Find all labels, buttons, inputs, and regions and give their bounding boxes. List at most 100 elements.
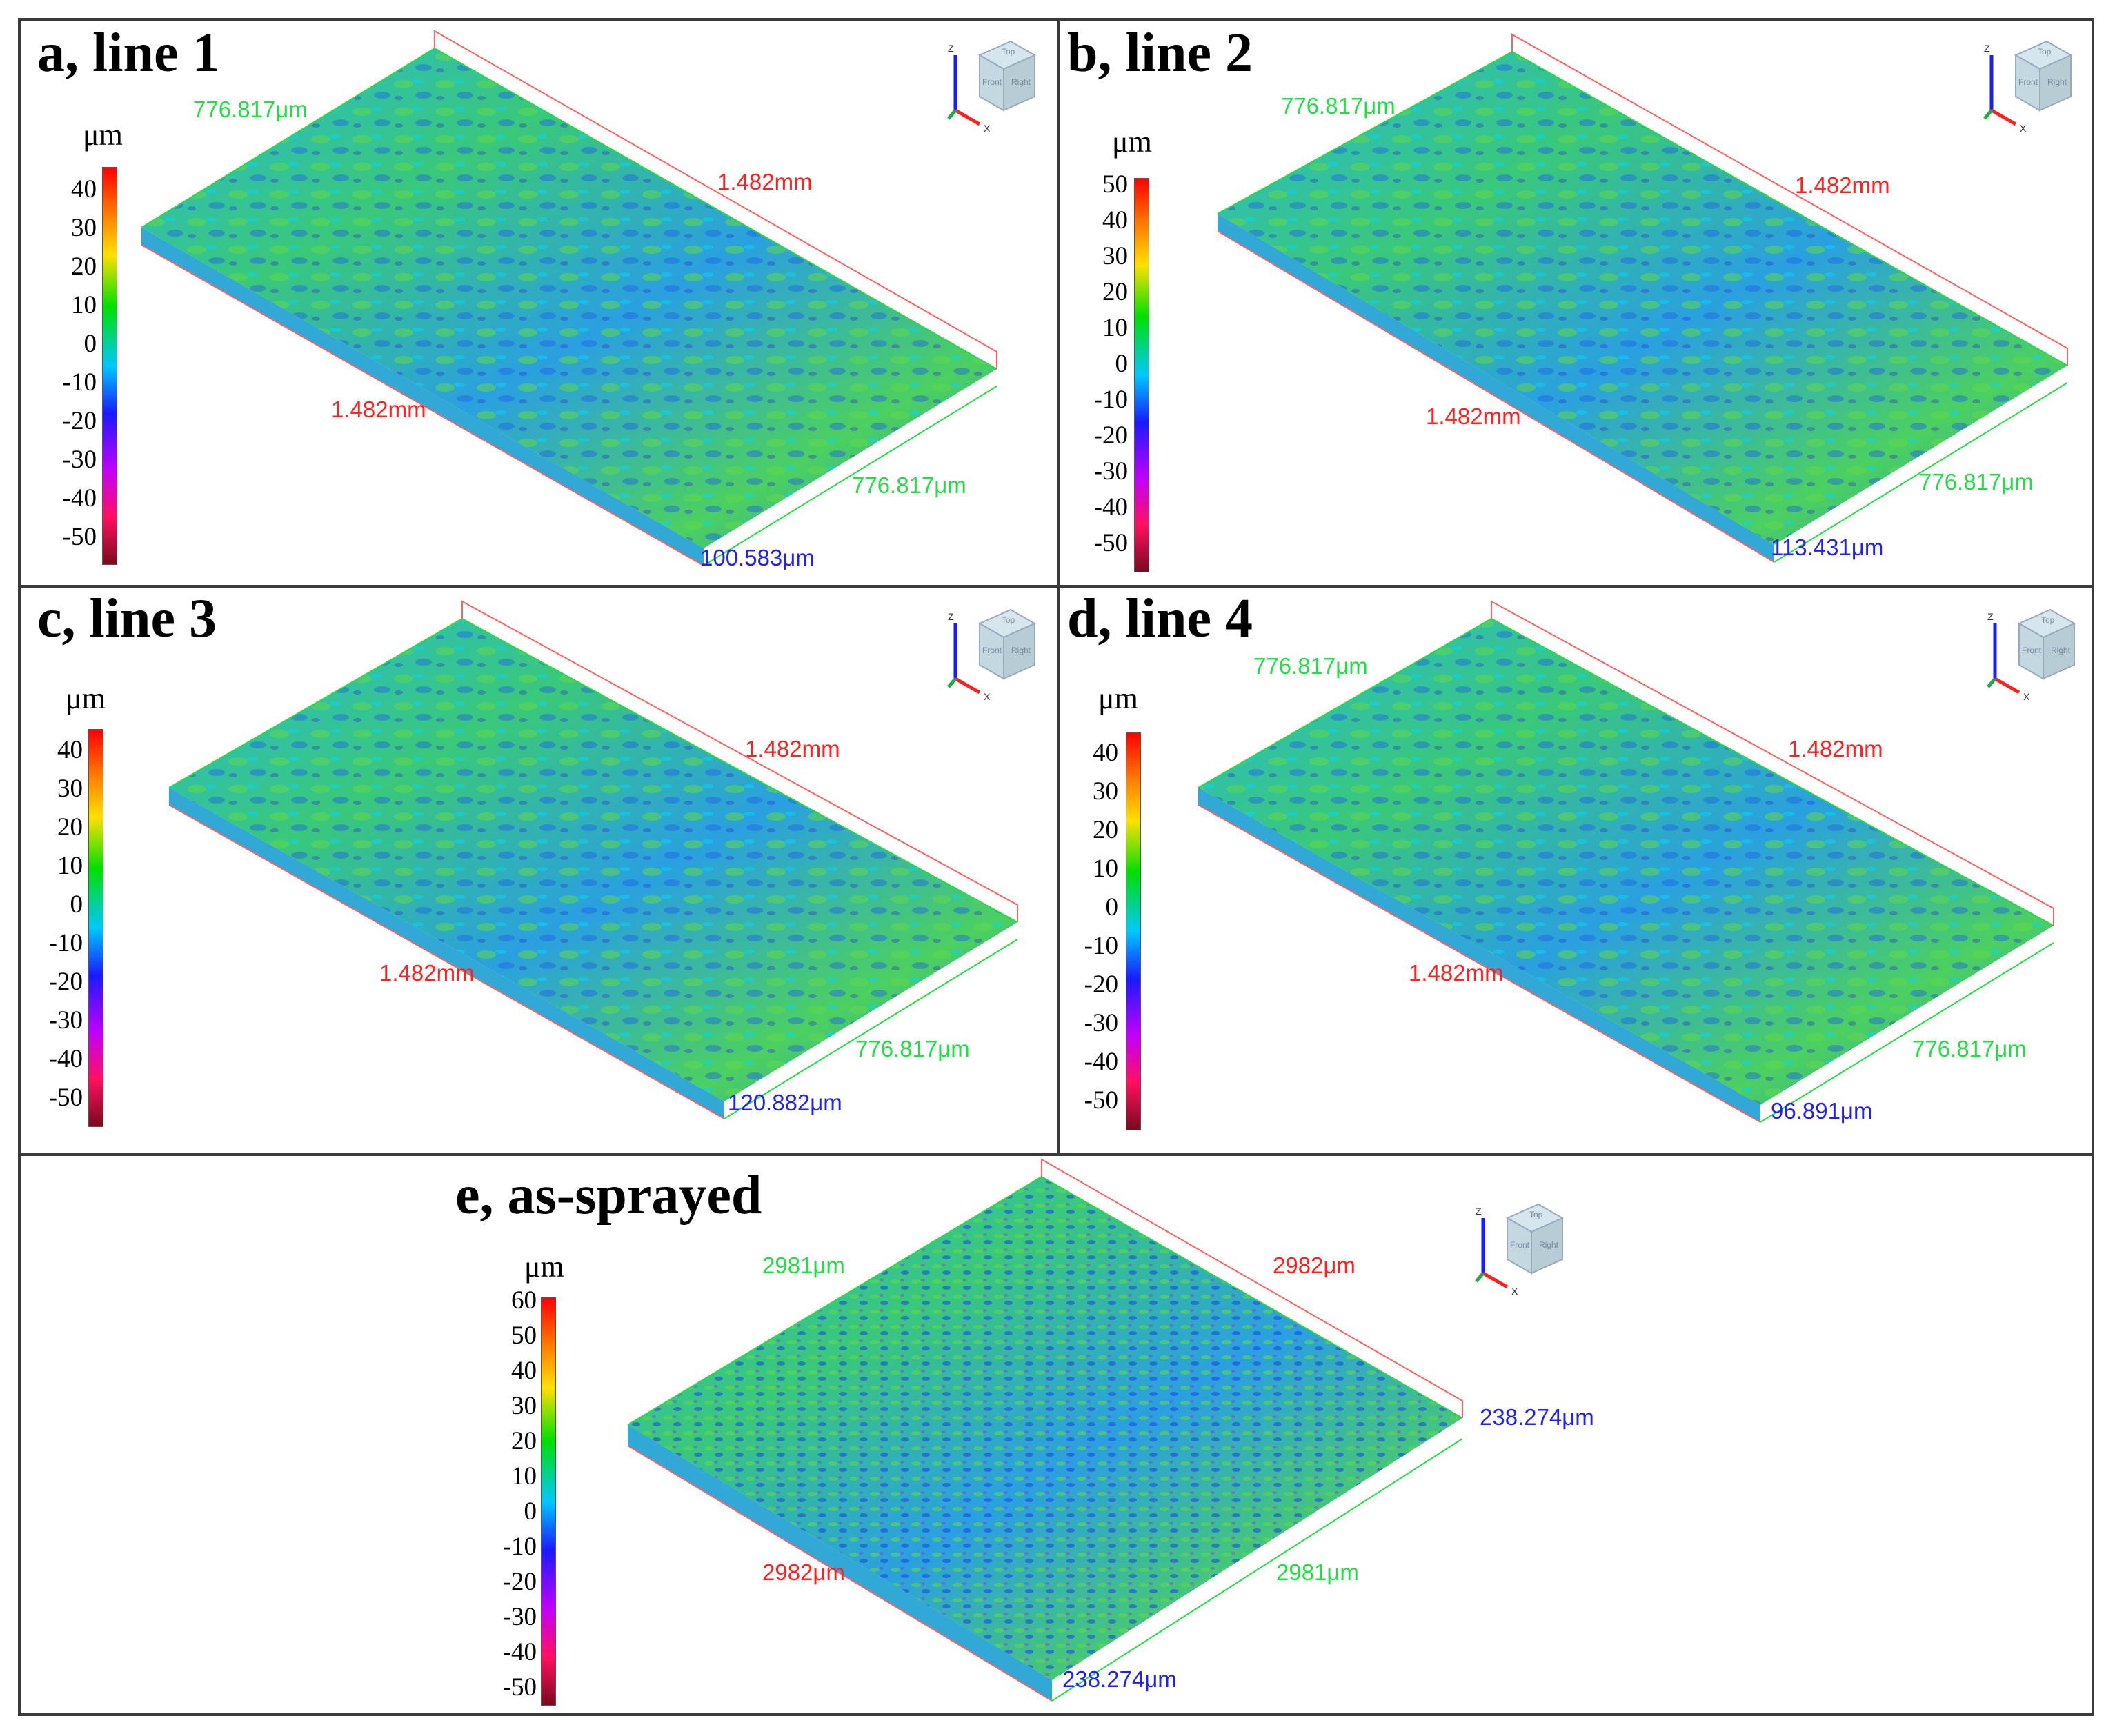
surface-front-edge bbox=[169, 788, 724, 1119]
axis-label-z: Z bbox=[1476, 1206, 1482, 1217]
dim-top-green: 2981μm bbox=[762, 1253, 845, 1278]
dim-front-red: 1.482mm bbox=[379, 960, 475, 986]
colorbar-tick-label: 60 bbox=[511, 1286, 537, 1315]
dim-right-green: 776.817μm bbox=[855, 1036, 970, 1061]
cube-face-top: Top bbox=[2038, 47, 2052, 57]
colorbar-tick-label: 40 bbox=[1102, 206, 1128, 235]
cube-face-front: Front bbox=[982, 646, 1002, 655]
surface-3d bbox=[141, 30, 997, 566]
dim-top-red: 1.482mm bbox=[1788, 736, 1883, 761]
colorbar-tick-label: -10 bbox=[48, 929, 83, 957]
colorbar-tick-label: -30 bbox=[502, 1603, 537, 1631]
colorbar-tick-label: 40 bbox=[1093, 739, 1118, 767]
surface-3d bbox=[168, 600, 1018, 1119]
panel-label: a, line 1 bbox=[37, 23, 220, 83]
colorbar-tick-label: -40 bbox=[502, 1638, 537, 1666]
cube-face-right: Right bbox=[2047, 77, 2067, 87]
cube-face-front: Front bbox=[2022, 646, 2042, 655]
cube-face-top: Top bbox=[2041, 615, 2055, 625]
cube-face-top: Top bbox=[1002, 47, 1015, 57]
axis-label-x: X bbox=[1511, 1286, 1518, 1297]
colorbar-tick-label: -10 bbox=[502, 1533, 537, 1561]
dim-height-blue: 120.882μm bbox=[728, 1090, 842, 1115]
colorbar-tick-label: -50 bbox=[1093, 529, 1128, 557]
cube-face-right: Right bbox=[1539, 1240, 1559, 1250]
dim-top-red: 2982μm bbox=[1273, 1253, 1356, 1278]
colorbar-tick-label: 40 bbox=[57, 736, 83, 764]
dim-top-green: 776.817μm bbox=[1253, 653, 1368, 679]
colorbar-tick-label: 0 bbox=[70, 890, 83, 919]
colorbar-tick-label: -30 bbox=[1093, 457, 1128, 486]
axis-label-z: Z bbox=[948, 43, 954, 54]
colorbar-tick-label: -30 bbox=[1084, 1009, 1118, 1037]
dim-height-blue-bottom: 238.274μm bbox=[1062, 1666, 1177, 1692]
dim-front-red: 1.482mm bbox=[331, 397, 426, 422]
colorbar-tick-label: 40 bbox=[511, 1357, 537, 1385]
dim-top-red: 1.482mm bbox=[1795, 172, 1890, 198]
axis-label-x: X bbox=[2023, 691, 2030, 702]
surface-front-edge bbox=[1198, 788, 1760, 1122]
cube-face-right: Right bbox=[1011, 77, 1031, 87]
colorbar-tick-label: -40 bbox=[62, 484, 97, 512]
surface-3d bbox=[627, 1158, 1463, 1702]
dim-front-red: 1.482mm bbox=[1409, 960, 1504, 986]
dim-height-blue: 113.431μm bbox=[1771, 535, 1884, 560]
colorbar-tick-label: 20 bbox=[71, 252, 97, 281]
cube-face-front: Front bbox=[982, 77, 1002, 87]
colorbar bbox=[88, 729, 103, 1127]
divider-horizontal-2 bbox=[18, 1153, 2094, 1156]
panel-label: d, line 4 bbox=[1067, 588, 1253, 649]
colorbar-tick-label: -20 bbox=[62, 407, 97, 435]
colorbar-tick-label: 0 bbox=[1105, 893, 1119, 921]
colorbar-tick-label: -40 bbox=[1084, 1048, 1118, 1076]
colorbar-tick-label: -50 bbox=[502, 1673, 537, 1702]
colorbar-unit: μm bbox=[83, 118, 123, 152]
axis-label-x: X bbox=[984, 123, 991, 134]
cube-face-top: Top bbox=[1529, 1210, 1543, 1219]
colorbar-tick-label: 20 bbox=[1093, 816, 1118, 844]
colorbar-tick-label: 0 bbox=[524, 1497, 537, 1526]
cube-face-right: Right bbox=[1011, 646, 1031, 655]
colorbar-tick-label: 10 bbox=[511, 1462, 537, 1490]
colorbar-tick-label: 0 bbox=[1115, 350, 1129, 378]
colorbar-tick-label: 20 bbox=[57, 813, 83, 841]
colorbar-tick-label: 20 bbox=[511, 1427, 537, 1455]
cube-face-top: Top bbox=[1002, 615, 1015, 625]
colorbar-tick-label: 10 bbox=[57, 852, 83, 880]
axis-label-x: X bbox=[2020, 123, 2027, 134]
colorbar-tick-label: -10 bbox=[62, 368, 97, 397]
colorbar-tick-label: 50 bbox=[1102, 170, 1128, 199]
axis-label-z: Z bbox=[1987, 611, 1994, 622]
colorbar-tick-label: -30 bbox=[48, 1006, 83, 1035]
surface-front-edge bbox=[141, 228, 704, 566]
dim-front-red: 1.482mm bbox=[1426, 403, 1521, 429]
colorbar-tick-label: 30 bbox=[71, 214, 97, 242]
colorbar-tick-label: 30 bbox=[1102, 242, 1128, 270]
colorbar-tick-label: -20 bbox=[1084, 970, 1118, 999]
colorbar-tick-label: -20 bbox=[502, 1568, 537, 1596]
axis-label-z: Z bbox=[948, 611, 954, 622]
colorbar-tick-label: 0 bbox=[83, 330, 97, 358]
axis-label-z: Z bbox=[1984, 43, 1990, 54]
colorbar bbox=[1134, 178, 1149, 572]
dim-right-green: 2981μm bbox=[1276, 1559, 1359, 1585]
colorbar-tick-label: 20 bbox=[1102, 278, 1128, 306]
colorbar-tick-label: -50 bbox=[62, 523, 97, 551]
colorbar-tick-label: 10 bbox=[1093, 855, 1118, 883]
dim-top-green: 776.817μm bbox=[193, 97, 308, 122]
dim-top-green: 776.817μm bbox=[1281, 93, 1396, 119]
surface-front-edge bbox=[628, 1425, 1052, 1701]
colorbar-tick-label: -10 bbox=[1093, 386, 1128, 414]
panel-label: c, line 3 bbox=[37, 588, 217, 649]
colorbar bbox=[102, 167, 117, 565]
dim-height-blue-right: 238.274μm bbox=[1480, 1404, 1594, 1430]
surface-front-edge bbox=[1218, 214, 1774, 562]
colorbar-tick-label: 30 bbox=[57, 775, 83, 803]
colorbar-tick-label: 10 bbox=[1102, 314, 1128, 342]
dim-height-blue: 96.891μm bbox=[1771, 1098, 1873, 1124]
colorbar-unit: μm bbox=[66, 681, 106, 715]
colorbar-tick-label: -30 bbox=[62, 446, 97, 474]
colorbar-tick-label: 50 bbox=[511, 1321, 537, 1350]
colorbar-tick-label: -20 bbox=[1093, 421, 1128, 450]
colorbar-tick-label: 40 bbox=[71, 175, 97, 203]
